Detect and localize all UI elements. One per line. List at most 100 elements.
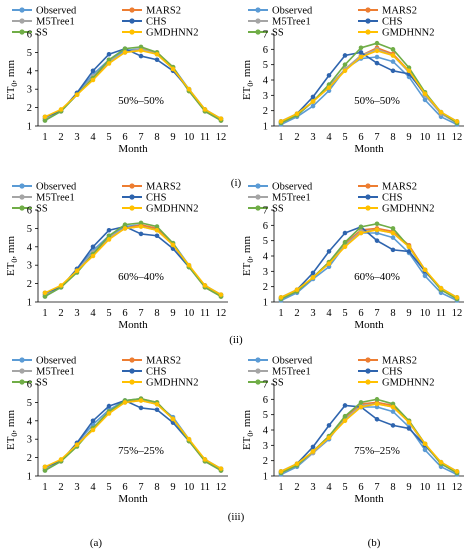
point-gmdhnn2 (90, 77, 96, 83)
split-annotation: 50%–50% (118, 95, 164, 107)
point-ss (106, 233, 112, 239)
legend-label-gmdhnn2: GMDHNN2 (382, 204, 435, 215)
legend-marker-ss (255, 205, 261, 211)
y-tick-label: 2 (263, 106, 268, 117)
point-chs (406, 249, 412, 254)
point-gmdhnn2 (422, 267, 428, 273)
point-gmdhnn2 (154, 51, 160, 57)
point-gmdhnn2 (186, 86, 192, 92)
y-tick-label: 6 (27, 30, 32, 41)
x-axis-title: Month (118, 493, 148, 505)
point-ss (42, 468, 48, 473)
point-gmdhnn2 (122, 400, 128, 405)
legend-marker-gmdhnn2 (365, 29, 371, 35)
point-observed (422, 273, 428, 279)
y-tick-label: 6 (263, 45, 268, 56)
x-tick-label: 6 (122, 482, 127, 493)
x-tick-label: 3 (310, 308, 315, 319)
legend-label-observed: Observed (272, 356, 313, 367)
legend-label-observed: Observed (272, 6, 313, 17)
legend-marker-observed (255, 183, 261, 189)
point-chs (154, 233, 160, 239)
point-chs (138, 53, 144, 59)
x-tick-label: 12 (452, 132, 463, 143)
y-tick-label: 6 (27, 380, 32, 391)
legend-marker-m5tree1 (19, 368, 25, 374)
series-line-gmdhnn2 (44, 49, 222, 120)
series-line-ss (44, 397, 222, 472)
series-line-gmdhnn2 (280, 50, 458, 123)
point-gmdhnn2 (310, 275, 316, 280)
y-tick-label: 1 (27, 298, 32, 309)
legend-marker-m5tree1 (19, 194, 25, 200)
point-gmdhnn2 (342, 418, 348, 424)
point-observed (310, 103, 316, 109)
x-tick-label: 10 (420, 482, 431, 493)
point-observed (422, 97, 428, 103)
legend-label-observed: Observed (36, 356, 77, 367)
legend-label-ss: SS (272, 204, 284, 215)
legend-marker-observed (19, 7, 25, 13)
y-tick-label: 4 (27, 416, 33, 427)
x-tick-label: 2 (294, 132, 299, 143)
y-tick-label: 2 (263, 456, 268, 467)
x-tick-label: 1 (42, 132, 47, 143)
point-gmdhnn2 (186, 436, 192, 442)
legend-marker-ss (19, 205, 25, 211)
x-tick-label: 5 (106, 482, 111, 493)
point-gmdhnn2 (138, 398, 144, 403)
y-axis-title: ET0, mm (241, 410, 255, 451)
legend-label-m5tree1: M5Tree1 (272, 193, 311, 204)
x-tick-label: 12 (216, 308, 227, 319)
point-chs (138, 231, 144, 237)
point-chs (358, 50, 364, 55)
legend-marker-m5tree1 (255, 194, 261, 200)
legend-marker-ss (255, 29, 261, 35)
point-gmdhnn2 (74, 268, 80, 274)
x-tick-label: 11 (436, 308, 446, 319)
y-tick-label: 7 (263, 380, 268, 391)
point-gmdhnn2 (170, 242, 176, 248)
legend-label-chs: CHS (382, 367, 403, 378)
legend-label-mars2: MARS2 (146, 6, 181, 17)
x-tick-label: 10 (184, 308, 195, 319)
point-observed (374, 54, 380, 60)
y-tick-label: 5 (263, 410, 268, 421)
point-chs (326, 423, 332, 428)
point-gmdhnn2 (74, 92, 80, 98)
x-tick-label: 2 (58, 482, 63, 493)
point-chs (326, 249, 332, 254)
y-tick-label: 5 (27, 398, 32, 409)
y-tick-label: 2 (27, 279, 32, 290)
x-tick-label: 11 (200, 308, 210, 319)
point-gmdhnn2 (90, 427, 96, 433)
x-tick-label: 1 (278, 482, 283, 493)
legend-label-mars2: MARS2 (382, 6, 417, 17)
point-chs (374, 238, 380, 243)
point-gmdhnn2 (42, 114, 48, 120)
point-chs (374, 60, 380, 66)
legend-label-m5tree1: M5Tree1 (272, 17, 311, 28)
legend-marker-chs (365, 368, 371, 374)
legend-label-mars2: MARS2 (146, 182, 181, 193)
point-gmdhnn2 (278, 469, 284, 474)
point-gmdhnn2 (342, 244, 348, 250)
x-tick-label: 3 (74, 482, 79, 493)
series-line-chs (280, 404, 458, 473)
point-ss (154, 224, 160, 229)
y-tick-label: 6 (27, 206, 32, 217)
x-tick-label: 3 (310, 132, 315, 143)
point-gmdhnn2 (106, 61, 112, 66)
x-tick-label: 3 (74, 308, 79, 319)
row-label-ii: (ii) (229, 334, 243, 346)
y-tick-label: 3 (263, 267, 268, 278)
legend-label-observed: Observed (36, 6, 77, 17)
legend-label-ss: SS (272, 378, 284, 389)
legend-label-chs: CHS (146, 17, 167, 28)
series-line-chs (44, 399, 222, 470)
legend-marker-gmdhnn2 (365, 205, 371, 211)
point-gmdhnn2 (170, 416, 176, 422)
x-tick-label: 5 (342, 482, 347, 493)
legend-marker-m5tree1 (255, 368, 261, 374)
